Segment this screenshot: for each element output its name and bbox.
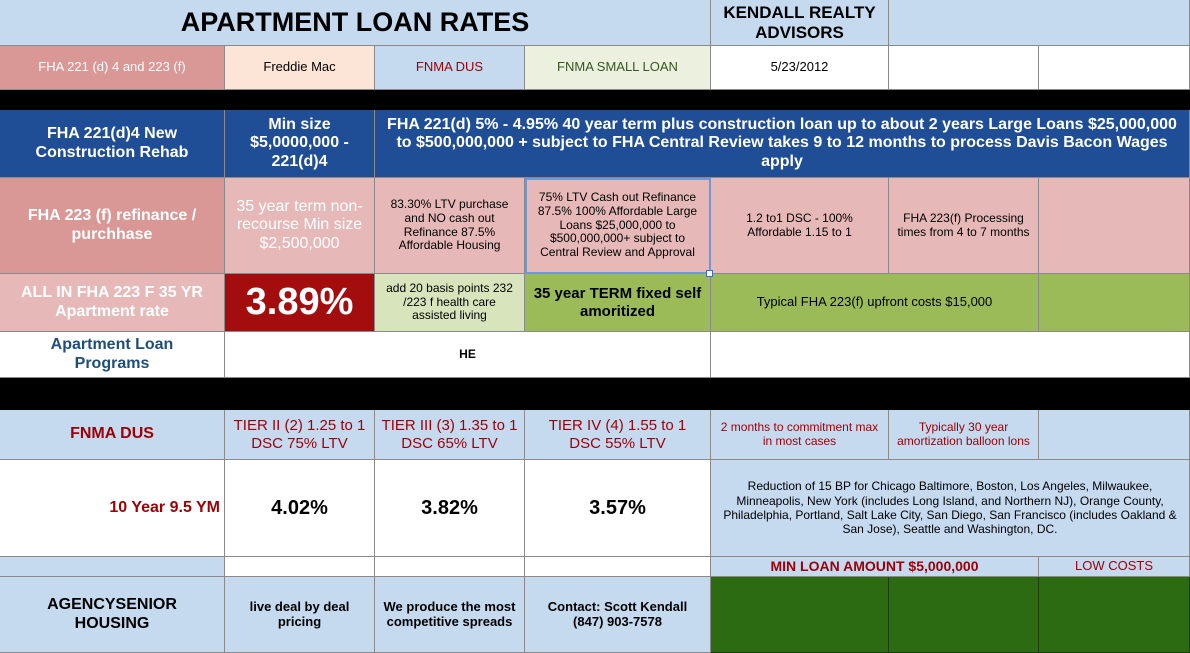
blank-cell[interactable] xyxy=(889,577,1039,653)
agency-spreads[interactable]: We produce the most competitive spreads xyxy=(375,577,525,653)
blank-cell[interactable] xyxy=(1039,178,1190,274)
basis-points-note[interactable]: add 20 basis points 232 /223 f health ca… xyxy=(375,274,525,332)
ten-year-label[interactable]: 10 Year 9.5 YM xyxy=(0,460,225,557)
rate-reduction-note[interactable]: Reduction of 15 BP for Chicago Baltimore… xyxy=(711,460,1190,557)
program-fnma-small[interactable]: FNMA SMALL LOAN xyxy=(525,46,711,90)
page-title[interactable]: APARTMENT LOAN RATES xyxy=(0,0,711,46)
ten-year-rate-tier-2[interactable]: 4.02% xyxy=(225,460,375,557)
blank-cell[interactable] xyxy=(1039,577,1190,653)
blank-cell[interactable] xyxy=(0,557,225,577)
program-fnma-dus[interactable]: FNMA DUS xyxy=(375,46,525,90)
fnma-commitment[interactable]: 2 months to commitment max in most cases xyxy=(711,410,889,460)
blank-cell[interactable] xyxy=(711,577,889,653)
fnma-label[interactable]: FNMA DUS xyxy=(0,410,225,460)
fha221-description[interactable]: FHA 221(d) 5% - 4.95% 40 year term plus … xyxy=(375,110,1190,178)
blank-cell[interactable] xyxy=(889,46,1039,90)
program-freddie[interactable]: Freddie Mac xyxy=(225,46,375,90)
separator-row xyxy=(0,90,1190,110)
programs-label[interactable]: Apartment Loan Programs xyxy=(0,332,225,378)
fha221-min-size[interactable]: Min size $5,0000,000 - 221(d)4 xyxy=(225,110,375,178)
separator-row xyxy=(0,378,1190,410)
blank-cell[interactable] xyxy=(889,0,1190,46)
fha223-term[interactable]: 35 year term non-recourse Min size $2,50… xyxy=(225,178,375,274)
blank-cell[interactable] xyxy=(375,557,525,577)
fha223-label[interactable]: FHA 223 (f) refinance / purchhase xyxy=(0,178,225,274)
fnma-amortization[interactable]: Typically 30 year amortization balloon l… xyxy=(889,410,1039,460)
fill-handle[interactable] xyxy=(706,270,713,277)
all-in-label[interactable]: ALL IN FHA 223 F 35 YR Apartment rate xyxy=(0,274,225,332)
blank-cell[interactable] xyxy=(1039,410,1190,460)
blank-cell[interactable] xyxy=(711,332,1190,378)
agency-label[interactable]: AGENCYSENIOR HOUSING xyxy=(0,577,225,653)
upfront-costs[interactable]: Typical FHA 223(f) upfront costs $15,000 xyxy=(711,274,1039,332)
fha223-cash-out[interactable]: 75% LTV Cash out Refinance 87.5% 100% Af… xyxy=(525,178,711,274)
fha223-ltv[interactable]: 83.30% LTV purchase and NO cash out Refi… xyxy=(375,178,525,274)
fha221-label[interactable]: FHA 221(d)4 New Construction Rehab xyxy=(0,110,225,178)
date-cell[interactable]: 5/23/2012 xyxy=(711,46,889,90)
agency-live-pricing[interactable]: live deal by deal pricing xyxy=(225,577,375,653)
fnma-tier-4[interactable]: TIER IV (4) 1.55 to 1 DSC 55% LTV xyxy=(525,410,711,460)
fha223-processing[interactable]: FHA 223(f) Processing times from 4 to 7 … xyxy=(889,178,1039,274)
he-cell[interactable]: HE xyxy=(225,332,711,378)
blank-cell[interactable] xyxy=(1039,46,1190,90)
program-fha[interactable]: FHA 221 (d) 4 and 223 (f) xyxy=(0,46,225,90)
blank-cell[interactable] xyxy=(225,557,375,577)
ten-year-rate-tier-4[interactable]: 3.57% xyxy=(525,460,711,557)
all-in-rate[interactable]: 3.89% xyxy=(225,274,375,332)
fha223-dsc[interactable]: 1.2 to1 DSC - 100% Affordable 1.15 to 1 xyxy=(711,178,889,274)
ten-year-rate-tier-3[interactable]: 3.82% xyxy=(375,460,525,557)
company-name[interactable]: KENDALL REALTY ADVISORS xyxy=(711,0,889,46)
min-loan-amount[interactable]: MIN LOAN AMOUNT $5,000,000 xyxy=(711,557,1039,577)
blank-cell[interactable] xyxy=(1039,274,1190,332)
fnma-tier-2[interactable]: TIER II (2) 1.25 to 1 DSC 75% LTV xyxy=(225,410,375,460)
blank-cell[interactable] xyxy=(525,557,711,577)
fnma-tier-3[interactable]: TIER III (3) 1.35 to 1 DSC 65% LTV xyxy=(375,410,525,460)
agency-contact[interactable]: Contact: Scott Kendall (847) 903-7578 xyxy=(525,577,711,653)
low-costs[interactable]: LOW COSTS xyxy=(1039,557,1190,577)
term-note[interactable]: 35 year TERM fixed self amoritized xyxy=(525,274,711,332)
